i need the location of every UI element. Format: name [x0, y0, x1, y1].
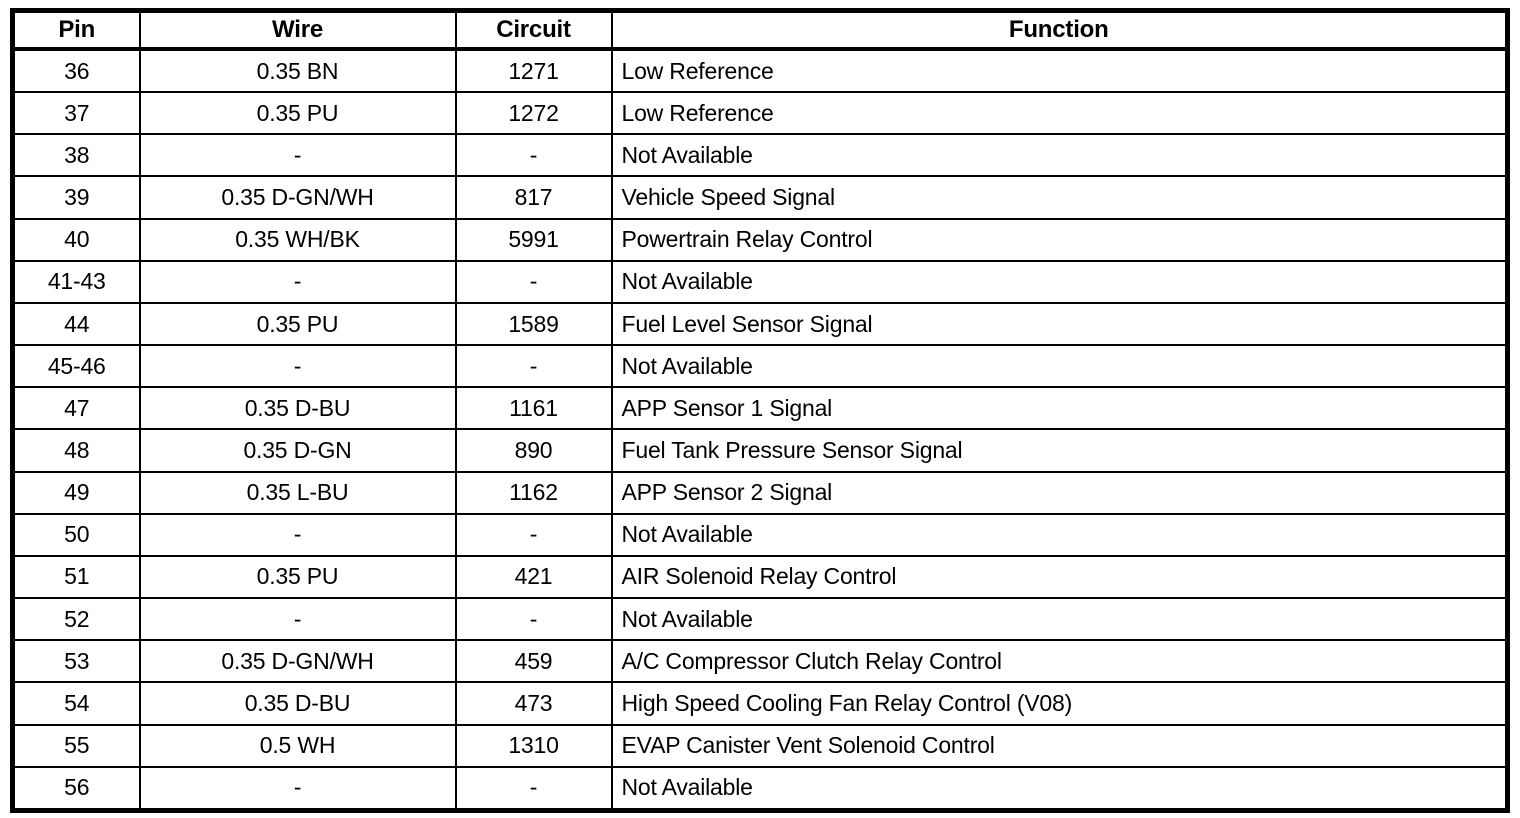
column-header-function: Function [610, 9, 1509, 51]
table-row: 47 0.35 D-BU 1161 APP Sensor 1 Signal [11, 386, 1509, 431]
pin-cell: 53 [11, 639, 141, 684]
circuit-cell: - [454, 512, 613, 557]
wire-cell: - [138, 259, 457, 304]
circuit-cell: 421 [454, 554, 613, 600]
circuit-cell: - [454, 344, 613, 389]
wire-cell: 0.35 WH/BK [138, 217, 457, 262]
circuit-cell: 5991 [454, 217, 613, 262]
wire-cell: - [138, 133, 457, 178]
table-row: 50 - - Not Available [11, 512, 1509, 557]
connector-pinout-table: Pin Wire Circuit Function 36 0.35 BN 127… [10, 8, 1510, 813]
function-cell: Fuel Tank Pressure Sensor Signal [610, 428, 1509, 473]
table-row: 53 0.35 D-GN/WH 459 A/C Compressor Clutc… [11, 639, 1509, 684]
table-row: 45-46 - - Not Available [11, 344, 1509, 389]
wire-cell: 0.35 PU [138, 301, 457, 347]
pin-cell: 45-46 [11, 344, 141, 389]
pin-cell: 51 [11, 554, 141, 600]
circuit-cell: 1162 [454, 470, 613, 515]
table-row: 49 0.35 L-BU 1162 APP Sensor 2 Signal [11, 470, 1509, 515]
pin-cell: 55 [11, 723, 141, 768]
function-cell: Not Available [610, 512, 1509, 557]
pin-cell: 49 [11, 470, 141, 515]
function-cell: Fuel Level Sensor Signal [610, 301, 1509, 347]
function-cell: A/C Compressor Clutch Relay Control [610, 639, 1509, 684]
circuit-cell: - [454, 597, 613, 642]
pin-cell: 37 [11, 91, 141, 136]
pin-cell: 54 [11, 681, 141, 726]
wire-cell: 0.35 PU [138, 554, 457, 600]
function-cell: Low Reference [610, 47, 1509, 94]
table-row: 48 0.35 D-GN 890 Fuel Tank Pressure Sens… [11, 428, 1509, 473]
wire-cell: 0.35 PU [138, 91, 457, 136]
function-cell: APP Sensor 2 Signal [610, 470, 1509, 515]
circuit-cell: - [454, 133, 613, 178]
table-row: 52 - - Not Available [11, 597, 1509, 642]
wire-cell: 0.35 D-BU [138, 681, 457, 726]
pin-cell: 41-43 [11, 259, 141, 304]
circuit-cell: 473 [454, 681, 613, 726]
table-row: 37 0.35 PU 1272 Low Reference [11, 91, 1509, 136]
column-header-pin: Pin [11, 9, 141, 51]
pin-cell: 36 [11, 47, 141, 94]
table-row: 44 0.35 PU 1589 Fuel Level Sensor Signal [11, 301, 1509, 347]
function-cell: Not Available [610, 344, 1509, 389]
circuit-cell: 1589 [454, 301, 613, 347]
wire-cell: 0.35 BN [138, 47, 457, 94]
function-cell: High Speed Cooling Fan Relay Control (V0… [610, 681, 1509, 726]
column-header-circuit: Circuit [454, 9, 613, 51]
pin-cell: 56 [11, 765, 141, 812]
table-row: 39 0.35 D-GN/WH 817 Vehicle Speed Signal [11, 175, 1509, 220]
circuit-cell: 890 [454, 428, 613, 473]
circuit-cell: 1310 [454, 723, 613, 768]
table-row: 55 0.5 WH 1310 EVAP Canister Vent Soleno… [11, 723, 1509, 768]
pin-cell: 38 [11, 133, 141, 178]
table-row: 41-43 - - Not Available [11, 259, 1509, 304]
circuit-cell: - [454, 259, 613, 304]
wire-cell: 0.35 D-GN [138, 428, 457, 473]
function-cell: EVAP Canister Vent Solenoid Control [610, 723, 1509, 768]
function-cell: Not Available [610, 765, 1509, 812]
wire-cell: 0.35 D-GN/WH [138, 175, 457, 220]
pin-cell: 50 [11, 512, 141, 557]
circuit-cell: 459 [454, 639, 613, 684]
table-row: 38 - - Not Available [11, 133, 1509, 178]
function-cell: AIR Solenoid Relay Control [610, 554, 1509, 600]
table-row: 56 - - Not Available [11, 765, 1509, 812]
wire-cell: 0.35 L-BU [138, 470, 457, 515]
table-row: 51 0.35 PU 421 AIR Solenoid Relay Contro… [11, 554, 1509, 600]
function-cell: Not Available [610, 259, 1509, 304]
function-cell: Not Available [610, 133, 1509, 178]
wire-cell: - [138, 512, 457, 557]
wire-cell: 0.5 WH [138, 723, 457, 768]
circuit-cell: 817 [454, 175, 613, 220]
function-cell: APP Sensor 1 Signal [610, 386, 1509, 431]
table-row: 54 0.35 D-BU 473 High Speed Cooling Fan … [11, 681, 1509, 726]
circuit-cell: 1272 [454, 91, 613, 136]
pin-cell: 40 [11, 217, 141, 262]
table-body: 36 0.35 BN 1271 Low Reference 37 0.35 PU… [11, 47, 1509, 812]
header-row: Pin Wire Circuit Function [11, 9, 1509, 51]
wire-cell: 0.35 D-BU [138, 386, 457, 431]
pin-cell: 47 [11, 386, 141, 431]
table-row: 40 0.35 WH/BK 5991 Powertrain Relay Cont… [11, 217, 1509, 262]
circuit-cell: 1161 [454, 386, 613, 431]
wire-cell: - [138, 597, 457, 642]
pin-cell: 39 [11, 175, 141, 220]
wire-cell: - [138, 765, 457, 812]
table-row: 36 0.35 BN 1271 Low Reference [11, 47, 1509, 94]
circuit-cell: 1271 [454, 47, 613, 94]
pin-cell: 48 [11, 428, 141, 473]
pin-cell: 44 [11, 301, 141, 347]
wire-cell: - [138, 344, 457, 389]
function-cell: Vehicle Speed Signal [610, 175, 1509, 220]
wire-cell: 0.35 D-GN/WH [138, 639, 457, 684]
function-cell: Not Available [610, 597, 1509, 642]
pin-cell: 52 [11, 597, 141, 642]
function-cell: Powertrain Relay Control [610, 217, 1509, 262]
column-header-wire: Wire [138, 9, 457, 51]
circuit-cell: - [454, 765, 613, 812]
function-cell: Low Reference [610, 91, 1509, 136]
